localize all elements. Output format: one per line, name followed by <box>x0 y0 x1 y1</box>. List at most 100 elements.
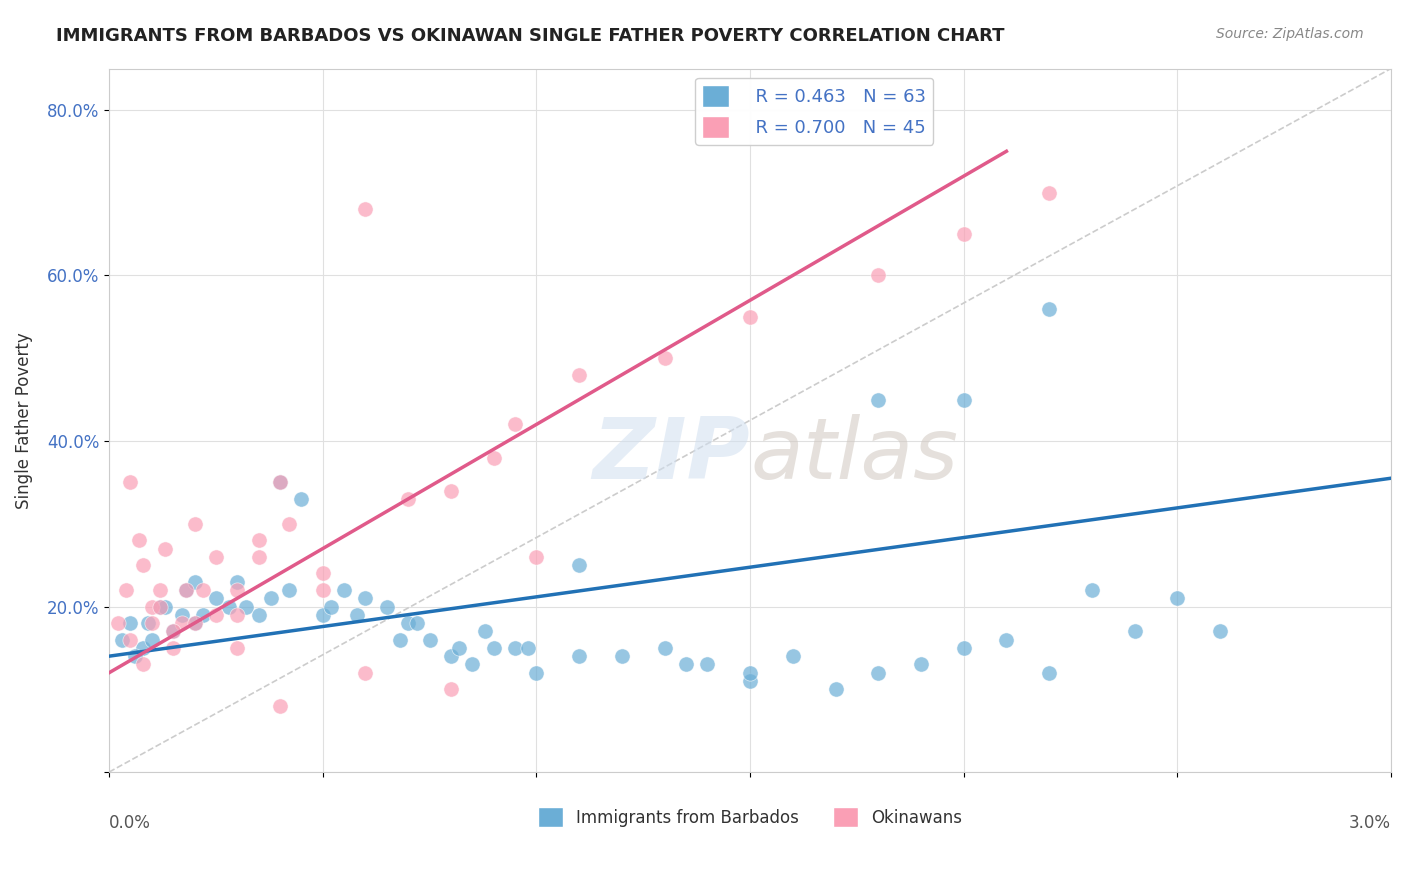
Point <box>174 582 197 597</box>
Point <box>312 607 335 622</box>
Point <box>482 450 505 465</box>
Point <box>183 616 205 631</box>
Point <box>654 640 676 655</box>
Point <box>396 616 419 631</box>
Point <box>333 582 356 597</box>
Point <box>115 582 138 597</box>
Point <box>952 640 974 655</box>
Point <box>141 616 163 631</box>
Point <box>124 649 146 664</box>
Point <box>290 491 312 506</box>
Point <box>526 549 548 564</box>
Point <box>1038 186 1060 200</box>
Point <box>183 574 205 589</box>
Point <box>260 591 283 606</box>
Point <box>120 475 142 490</box>
Point <box>419 632 441 647</box>
Point <box>526 665 548 680</box>
Point <box>149 599 172 614</box>
Point <box>824 682 846 697</box>
Point <box>136 616 159 631</box>
Point <box>247 549 270 564</box>
Point <box>218 599 240 614</box>
Point <box>141 599 163 614</box>
Point <box>205 549 228 564</box>
Point <box>610 649 633 664</box>
Point <box>995 632 1018 647</box>
Point <box>375 599 398 614</box>
Text: IMMIGRANTS FROM BARBADOS VS OKINAWAN SINGLE FATHER POVERTY CORRELATION CHART: IMMIGRANTS FROM BARBADOS VS OKINAWAN SIN… <box>56 27 1005 45</box>
Point <box>183 616 205 631</box>
Point <box>120 632 142 647</box>
Point <box>111 632 134 647</box>
Point <box>952 392 974 407</box>
Point <box>205 591 228 606</box>
Point <box>226 607 249 622</box>
Point <box>346 607 368 622</box>
Point <box>226 574 249 589</box>
Point <box>235 599 257 614</box>
Point <box>149 582 172 597</box>
Point <box>482 640 505 655</box>
Point <box>247 533 270 548</box>
Point <box>503 417 526 432</box>
Point <box>910 657 932 672</box>
Point <box>388 632 411 647</box>
Text: Source: ZipAtlas.com: Source: ZipAtlas.com <box>1216 27 1364 41</box>
Point <box>1209 624 1232 639</box>
Point <box>568 649 591 664</box>
Point <box>516 640 538 655</box>
Point <box>868 665 890 680</box>
Point <box>149 599 172 614</box>
Point <box>354 665 377 680</box>
Point <box>782 649 804 664</box>
Point <box>440 483 463 498</box>
Point <box>107 616 129 631</box>
Point <box>269 475 291 490</box>
Point <box>162 624 184 639</box>
Point <box>269 475 291 490</box>
Text: ZIP: ZIP <box>592 414 749 497</box>
Point <box>312 566 335 581</box>
Y-axis label: Single Father Poverty: Single Father Poverty <box>15 332 32 508</box>
Point <box>440 682 463 697</box>
Point <box>738 310 761 324</box>
Point <box>449 640 471 655</box>
Point <box>952 227 974 241</box>
Point <box>153 599 176 614</box>
Point <box>128 533 150 548</box>
Point <box>162 624 184 639</box>
Point <box>277 582 299 597</box>
Point <box>503 640 526 655</box>
Point <box>1038 301 1060 316</box>
Point <box>174 582 197 597</box>
Point <box>868 268 890 283</box>
Point <box>440 649 463 664</box>
Point <box>170 616 193 631</box>
Point <box>170 607 193 622</box>
Point <box>191 607 214 622</box>
Point <box>696 657 718 672</box>
Point <box>132 558 155 573</box>
Text: 3.0%: 3.0% <box>1348 814 1391 832</box>
Point <box>461 657 484 672</box>
Text: atlas: atlas <box>749 414 957 497</box>
Point <box>405 616 427 631</box>
Point <box>153 541 176 556</box>
Point <box>277 516 299 531</box>
Point <box>1038 665 1060 680</box>
Point <box>1123 624 1146 639</box>
Point <box>1081 582 1104 597</box>
Point <box>568 558 591 573</box>
Point <box>269 698 291 713</box>
Point <box>738 665 761 680</box>
Legend: Immigrants from Barbados, Okinawans: Immigrants from Barbados, Okinawans <box>531 800 969 834</box>
Point <box>226 582 249 597</box>
Point <box>474 624 496 639</box>
Point <box>738 673 761 688</box>
Point <box>191 582 214 597</box>
Point <box>141 632 163 647</box>
Point <box>132 657 155 672</box>
Point <box>183 516 205 531</box>
Point <box>354 202 377 217</box>
